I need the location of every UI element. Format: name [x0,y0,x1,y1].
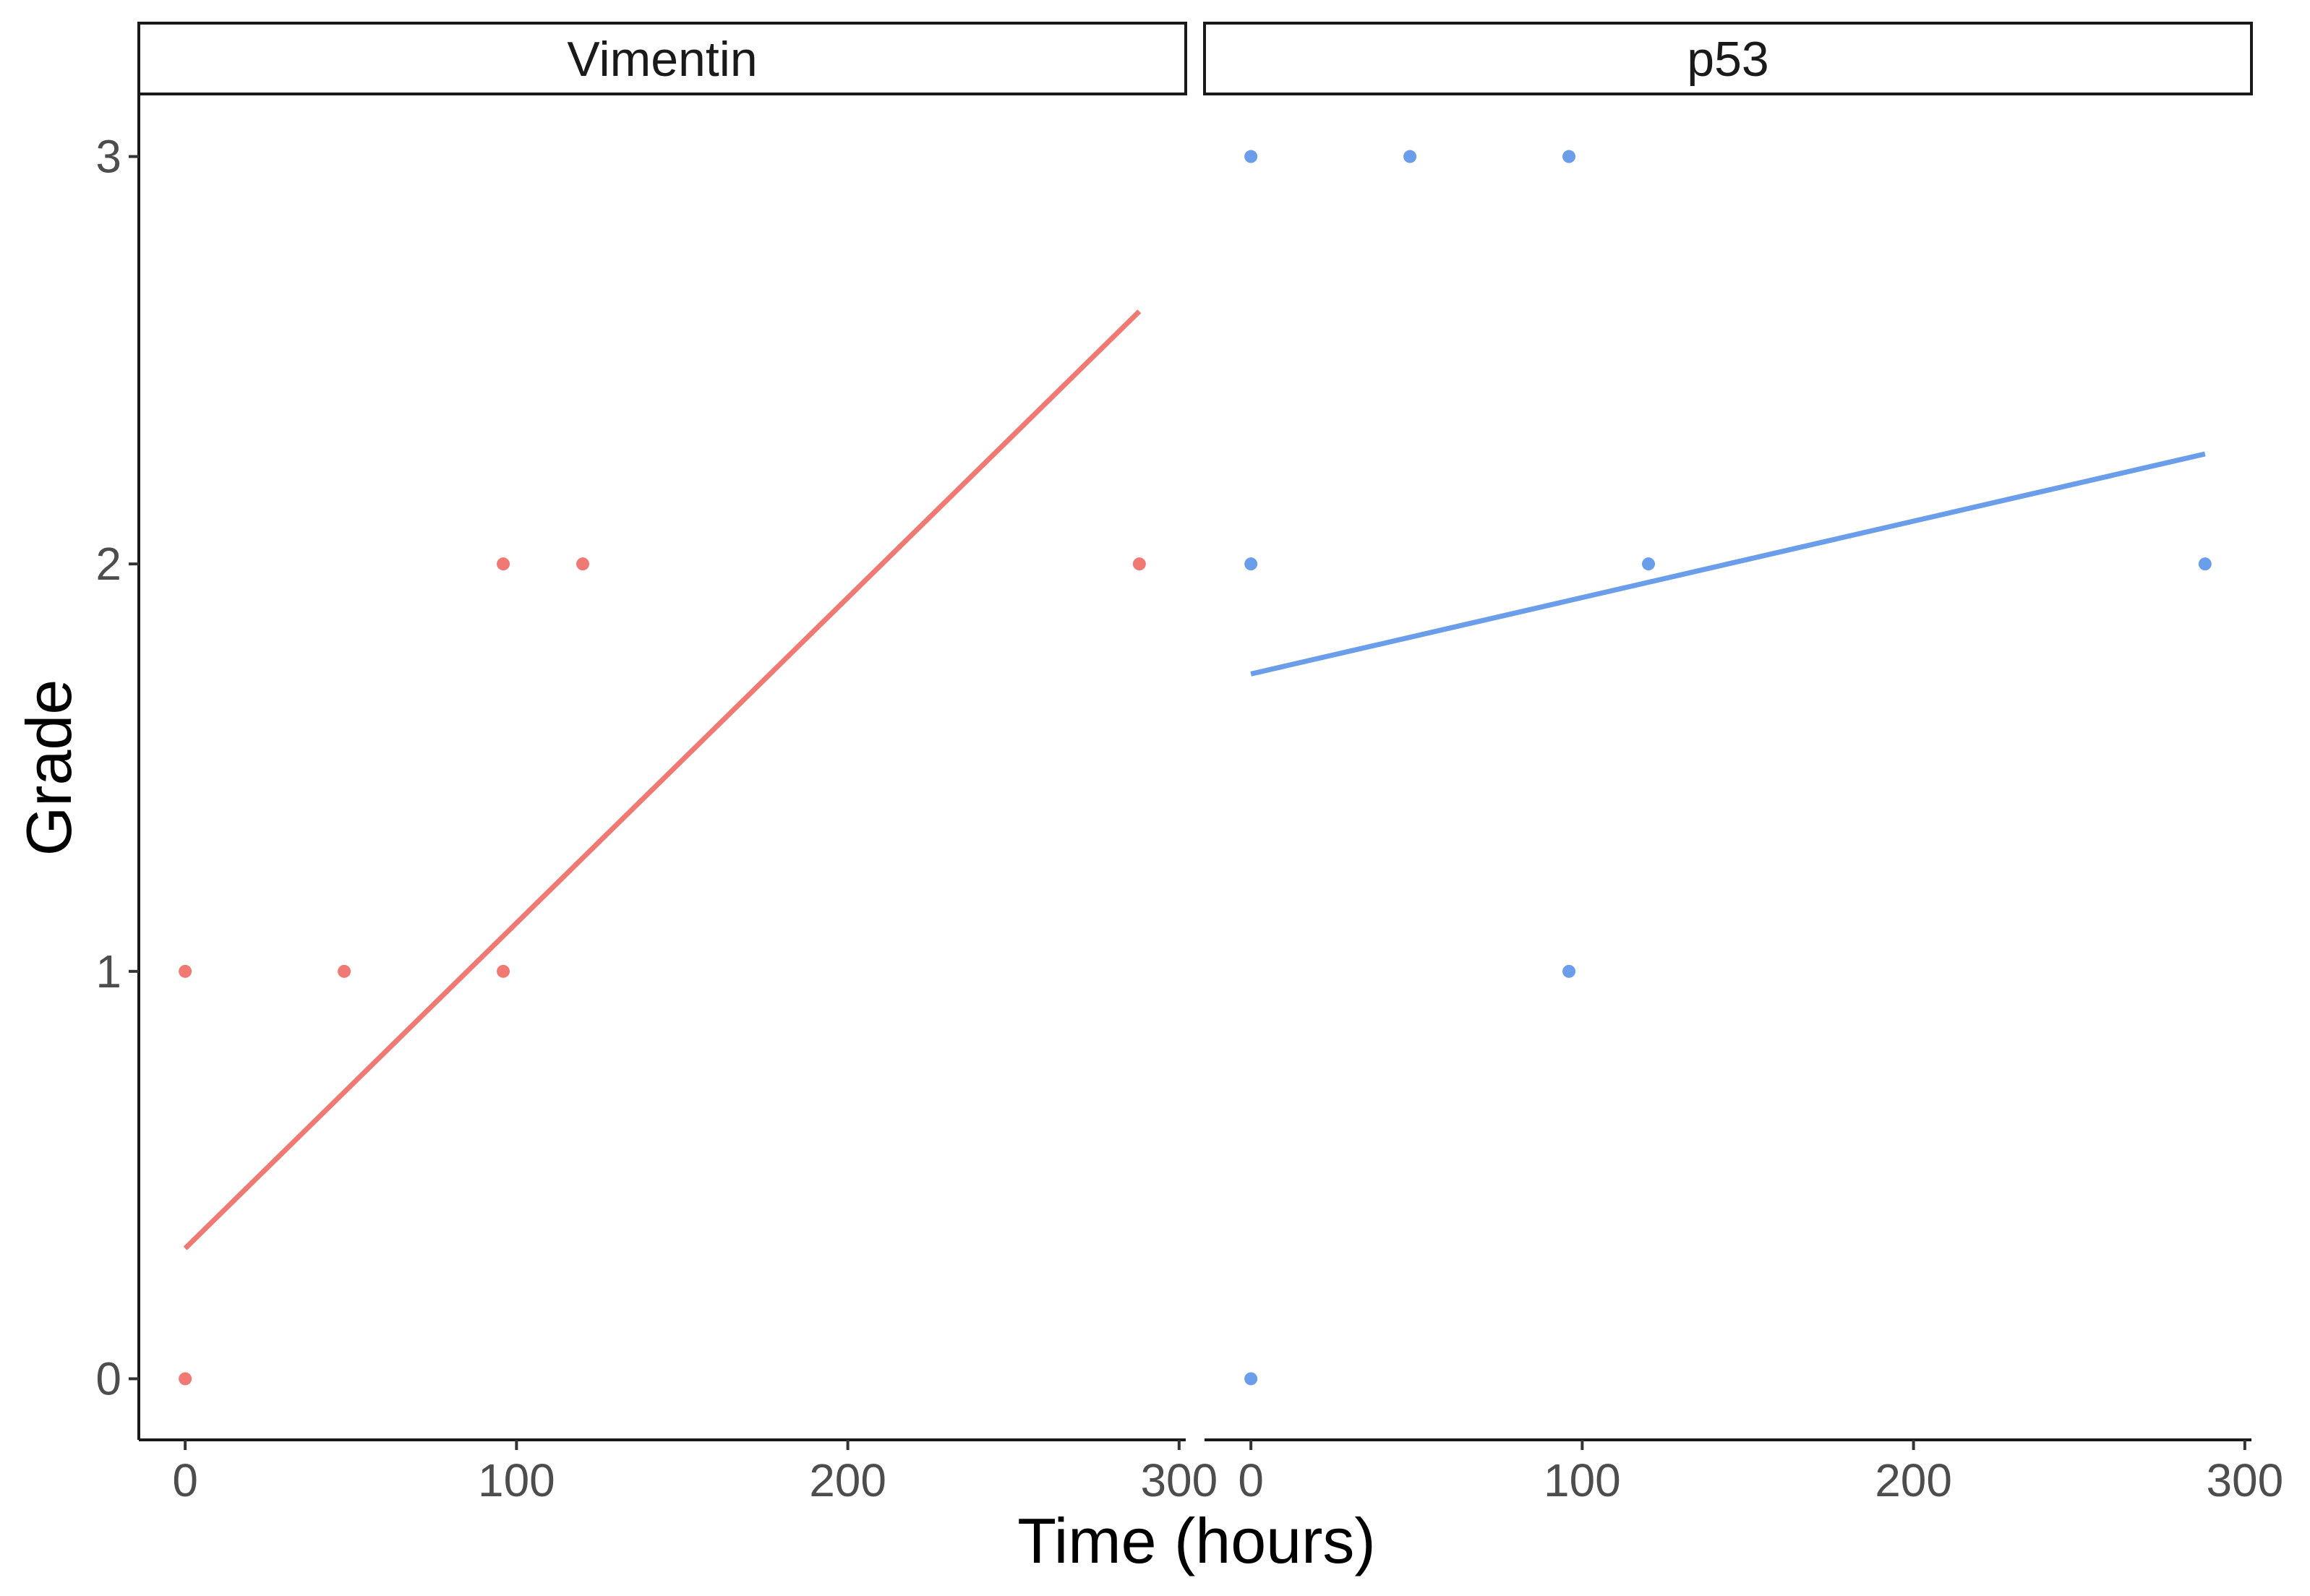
data-point-vimentin-3 [497,964,510,978]
x-tick-label-p53-300: 300 [2206,1454,2283,1506]
data-point-vimentin-6 [1132,557,1146,571]
data-point-vimentin-4 [497,557,510,571]
data-point-p53-6 [1642,557,1656,571]
panel-vimentin: Vimentin 0 100 200 300 0 1 2 3 [95,22,1218,1506]
data-point-vimentin-2 [338,964,351,978]
data-point-p53-4 [1562,150,1576,163]
x-tick-label-p53-0: 0 [1238,1454,1264,1506]
data-point-p53-0 [1244,1372,1258,1386]
facet-strip-label-p53: p53 [1687,32,1768,87]
x-tick-label-vimentin-200: 200 [809,1454,886,1506]
trend-line-vimentin [183,309,1142,1250]
y-tick-label-2: 2 [95,538,121,590]
panel-p53: p53 0 100 200 300 [1203,22,2283,1506]
y-tick-label-3: 3 [95,131,121,183]
data-point-p53-2 [1244,150,1258,163]
facet-strip-label-vimentin: Vimentin [567,32,757,87]
data-point-vimentin-5 [576,557,590,571]
data-point-vimentin-1 [179,964,192,978]
x-tick-label-p53-100: 100 [1544,1454,1621,1506]
data-point-p53-7 [2198,557,2212,571]
x-tick-label-vimentin-100: 100 [478,1454,555,1506]
data-point-p53-1 [1244,557,1258,571]
trend-line-p53 [1250,451,2206,677]
x-tick-label-p53-200: 200 [1875,1454,1952,1506]
y-axis-title: Grade [13,679,85,857]
facet-strip-vimentin [137,22,1187,95]
data-point-vimentin-0 [179,1372,192,1386]
y-tick-label-0: 0 [95,1352,121,1404]
data-point-p53-3 [1403,150,1417,163]
facet-strip-p53 [1203,22,2253,95]
x-axis-title: Time (hours) [1017,1505,1375,1576]
x-tick-label-vimentin-300: 300 [1140,1454,1218,1506]
x-tick-label-vimentin-0: 0 [172,1454,198,1506]
data-point-p53-5 [1562,964,1576,978]
panels-layer: Vimentin 0 100 200 300 0 1 2 3 p53 0 100 200 300 [95,22,2283,1506]
y-tick-label-1: 1 [95,945,121,998]
